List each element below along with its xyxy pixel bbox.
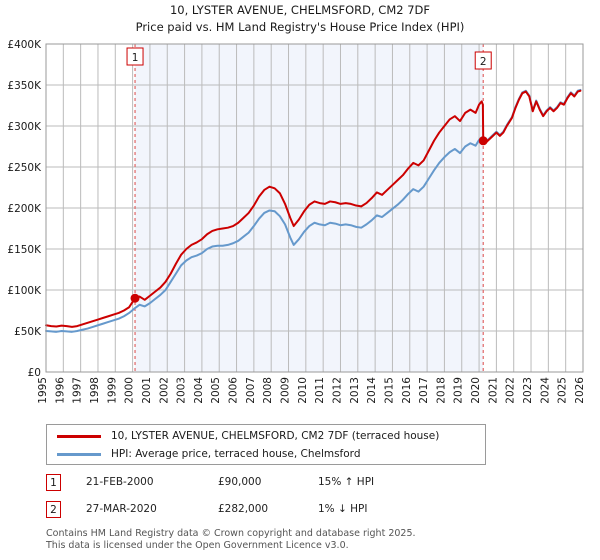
- svg-text:2014: 2014: [366, 377, 378, 404]
- sale-event-lines: [134, 44, 484, 372]
- sale-price-1: £90,000: [218, 476, 262, 488]
- svg-text:1996: 1996: [54, 377, 66, 404]
- sale-point-markers: [130, 136, 488, 303]
- svg-text:2017: 2017: [418, 377, 430, 404]
- svg-text:£50K: £50K: [14, 326, 42, 338]
- svg-text:2009: 2009: [280, 377, 292, 404]
- svg-text:2019: 2019: [453, 377, 465, 404]
- title-line-2: Price paid vs. HM Land Registry's House …: [135, 20, 465, 34]
- svg-text:£150K: £150K: [7, 244, 42, 256]
- svg-text:1997: 1997: [72, 377, 84, 404]
- legend-swatch-hpi: [57, 452, 101, 456]
- sale-badge-1: 1: [46, 474, 61, 491]
- svg-text:2021: 2021: [487, 377, 499, 404]
- copyright-footer: Contains HM Land Registry data © Crown c…: [46, 528, 586, 551]
- svg-text:2016: 2016: [401, 377, 413, 404]
- svg-text:2020: 2020: [470, 377, 482, 404]
- sale-date-2: 27-MAR-2020: [86, 503, 157, 515]
- svg-text:2005: 2005: [210, 377, 222, 404]
- legend-item-price-paid: 10, LYSTER AVENUE, CHELMSFORD, CM2 7DF (…: [57, 427, 439, 445]
- svg-text:2007: 2007: [245, 377, 257, 404]
- page-title: 10, LYSTER AVENUE, CHELMSFORD, CM2 7DF P…: [0, 2, 600, 36]
- svg-text:2024: 2024: [539, 377, 551, 404]
- legend-item-hpi: HPI: Average price, terraced house, Chel…: [57, 445, 360, 463]
- legend-label-hpi: HPI: Average price, terraced house, Chel…: [111, 448, 361, 460]
- title-line-1: 10, LYSTER AVENUE, CHELMSFORD, CM2 7DF: [169, 3, 431, 17]
- svg-text:£200K: £200K: [7, 203, 42, 215]
- svg-text:2003: 2003: [176, 377, 188, 404]
- svg-text:2026: 2026: [574, 377, 586, 404]
- footer-line-1: Contains HM Land Registry data © Crown c…: [46, 528, 416, 539]
- footer-line-2: This data is licensed under the Open Gov…: [46, 539, 349, 551]
- svg-text:£350K: £350K: [7, 80, 42, 92]
- svg-text:2010: 2010: [297, 377, 309, 404]
- svg-text:2023: 2023: [522, 377, 534, 404]
- chart-legend: 10, LYSTER AVENUE, CHELMSFORD, CM2 7DF (…: [46, 424, 486, 465]
- svg-text:2025: 2025: [557, 377, 569, 404]
- svg-text:£300K: £300K: [7, 121, 42, 133]
- svg-text:2011: 2011: [314, 377, 326, 404]
- svg-text:£250K: £250K: [7, 162, 42, 174]
- sale-price-2: £282,000: [218, 503, 269, 515]
- svg-text:1998: 1998: [89, 377, 101, 404]
- x-axis-labels: 1995 1996 1997 1998 1999 2000 2001 2002 2003 2004…: [37, 377, 586, 404]
- svg-text:£100K: £100K: [7, 285, 42, 297]
- chart-series: [45, 88, 582, 333]
- svg-text:2008: 2008: [262, 377, 274, 404]
- sale-hpi-delta-2: 1% ↓ HPI: [318, 503, 368, 515]
- svg-text:2006: 2006: [228, 377, 240, 404]
- sale-badge-2: 2: [46, 501, 61, 518]
- y-axis-labels: £0 £50K £100K £150K £200K £250K £300K £350K £400…: [7, 39, 42, 379]
- sale-date-1: 21-FEB-2000: [86, 476, 154, 488]
- svg-text:2022: 2022: [505, 377, 517, 404]
- svg-text:2002: 2002: [158, 377, 170, 404]
- svg-text:2013: 2013: [349, 377, 361, 404]
- svg-text:£0: £0: [28, 367, 41, 379]
- svg-text:2012: 2012: [331, 377, 343, 404]
- svg-text:1995: 1995: [37, 377, 49, 404]
- legend-swatch-price-paid: [57, 434, 101, 438]
- plot-border: [45, 43, 584, 373]
- price-hpi-chart: £0 £50K £100K £150K £200K £250K £300K £350K £400…: [7, 39, 586, 404]
- svg-text:2000: 2000: [124, 377, 136, 404]
- sale-hpi-delta-1: 15% ↑ HPI: [318, 476, 375, 488]
- svg-text:2015: 2015: [383, 377, 395, 404]
- legend-label-price-paid: 10, LYSTER AVENUE, CHELMSFORD, CM2 7DF (…: [111, 430, 440, 442]
- svg-text:2001: 2001: [141, 377, 153, 404]
- svg-text:2018: 2018: [435, 377, 447, 404]
- svg-text:1999: 1999: [106, 377, 118, 404]
- svg-text:2: 2: [480, 56, 487, 68]
- svg-text:£400K: £400K: [7, 39, 42, 51]
- svg-text:1: 1: [132, 52, 139, 64]
- svg-text:2004: 2004: [193, 377, 205, 404]
